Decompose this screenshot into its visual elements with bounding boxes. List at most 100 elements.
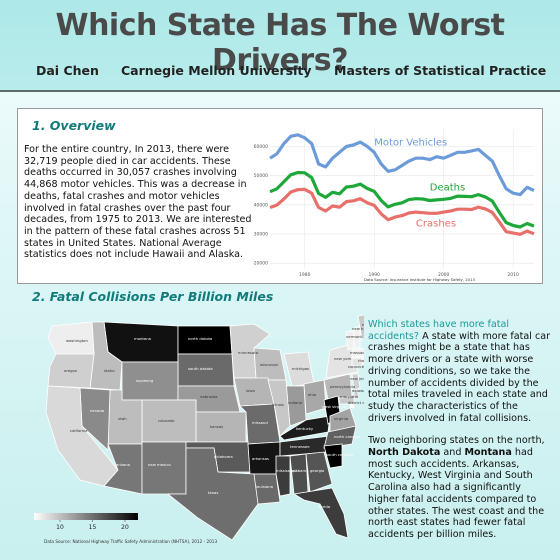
series-label: Motor Vehicles — [374, 138, 447, 149]
paragraph-2-and: and — [440, 447, 465, 459]
state-label: wyoming — [136, 378, 154, 383]
state-label: new jersey — [350, 376, 364, 381]
state-label: california — [70, 428, 87, 433]
question-text: Which states have more fatal accidents? — [368, 319, 510, 342]
series-line-motor-vehicles — [269, 133, 535, 197]
state-georgia — [305, 451, 333, 493]
paragraph-2-start: Two neighboring states on the north, — [368, 435, 545, 447]
header: Which State Has The Worst Drivers? Dai C… — [0, 0, 560, 92]
state-label: connecticut — [348, 364, 364, 369]
series-label: Crashes — [416, 219, 456, 230]
state-label: delaware — [352, 388, 364, 393]
plot-area — [270, 129, 534, 269]
state-shapes — [45, 314, 364, 541]
author-name: Dai Chen — [36, 63, 99, 78]
y-tick-label: 20000 — [254, 261, 268, 267]
state-label: indiana — [288, 400, 302, 405]
state-label: vermont — [346, 334, 363, 339]
state-north-carolina — [323, 425, 357, 449]
map-source: Data Source: National Highway Traffic Sa… — [44, 539, 217, 544]
state-label: georgia — [310, 468, 324, 473]
state-massachusetts — [351, 347, 364, 359]
state-label: wisconsin — [260, 362, 279, 367]
state-new-hampshire — [353, 325, 361, 349]
state-maine — [357, 314, 364, 341]
legend-tick-label: 20 — [121, 524, 129, 531]
state-label: rhode island — [358, 358, 364, 363]
state-label: nevada — [90, 408, 104, 413]
state-new-york — [325, 343, 359, 379]
state-new-mexico — [141, 441, 187, 495]
trend-line-chart: 20000 30000 40000 50000 60000 1980 1990 2000 201… — [254, 129, 535, 282]
state-label: colorado — [158, 418, 175, 423]
legend-tick-label: 15 — [89, 524, 97, 531]
montana-bold: Montana — [464, 447, 512, 459]
legend-color-bar — [34, 513, 138, 520]
state-district-of-columbia — [349, 403, 355, 409]
overview-text: For the entire country, In 2013, there w… — [24, 144, 252, 261]
state-label: alabama — [292, 468, 308, 473]
author-line: Dai Chen Carnegie Mellon University Mast… — [0, 63, 560, 81]
state-label: massachusetts — [350, 350, 364, 355]
state-label: south carolina — [326, 452, 353, 457]
series-label: Deaths — [430, 182, 465, 193]
state-label: florida — [318, 504, 330, 509]
state-label: new mexico — [148, 462, 171, 467]
chart-source: Data Source: Insurance Institute for Hig… — [364, 277, 475, 282]
state-arizona — [103, 443, 143, 495]
state-label: pennsylvania — [330, 384, 355, 389]
state-label: minnesota — [238, 350, 258, 355]
paragraph-2: Two neighboring states on the north, Nor… — [368, 435, 552, 540]
state-label: illinois — [272, 402, 284, 407]
state-illinois — [267, 379, 291, 437]
state-label: missouri — [252, 420, 268, 425]
state-label: district of columbia — [348, 400, 364, 405]
state-label: louisiana — [256, 484, 273, 489]
state-label: arizona — [116, 462, 130, 467]
state-labels: montana north dakota minnesota wisconsin sou… — [64, 322, 364, 509]
state-label: texas — [208, 490, 218, 495]
state-label: tennessee — [290, 444, 310, 449]
state-label: iowa — [246, 388, 255, 393]
state-label: washington — [66, 338, 88, 343]
state-label: utah — [118, 416, 127, 421]
poster-title: Which State Has The Worst Drivers? — [55, 8, 505, 78]
y-tick-label: 40000 — [254, 202, 268, 208]
state-south-carolina — [323, 443, 343, 469]
state-mississippi — [275, 455, 291, 497]
state-label: oklahoma — [214, 454, 233, 459]
state-label: new york — [334, 356, 352, 361]
x-tick-label: 2000 — [438, 272, 450, 278]
state-label: virginia — [334, 416, 348, 421]
legend-ticks: 10 15 20 — [56, 520, 129, 531]
state-kentucky — [279, 415, 331, 441]
x-tick-label: 1980 — [299, 272, 311, 278]
north-dakota-bold: North Dakota — [368, 447, 441, 459]
state-label: michigan — [292, 366, 310, 371]
state-label: mississippi — [276, 468, 297, 473]
state-label: north carolina — [334, 434, 360, 439]
overview-heading: 1. Overview — [32, 118, 116, 133]
state-label: montana — [134, 336, 151, 341]
state-label: south dakota — [188, 366, 213, 371]
fatal-description: Which states have more fatal accidents? … — [368, 319, 552, 552]
state-label: kentucky — [296, 426, 314, 431]
state-montana — [103, 321, 179, 363]
series-line-crashes — [269, 187, 535, 236]
state-florida — [292, 487, 349, 539]
overview-panel: 1. Overview For the entire country, In 2… — [17, 108, 543, 284]
us-choropleth-map: montana north dakota minnesota wisconsin sou… — [34, 314, 364, 544]
paragraph-1: Which states have more fatal accidents? … — [368, 319, 552, 424]
state-label: oregon — [64, 368, 78, 373]
state-label: idaho — [104, 368, 115, 373]
state-label: nebraska — [200, 394, 217, 399]
state-label: north dakota — [188, 336, 212, 341]
state-label: maryland — [340, 394, 359, 399]
y-tick-label: 60000 — [254, 144, 268, 150]
state-pennsylvania — [323, 373, 353, 401]
state-texas — [166, 447, 259, 541]
state-label: ohio — [308, 392, 317, 397]
paragraph-2-end: had most such accidents. Arkansas, Kentu… — [368, 447, 545, 540]
state-label: west virginia — [322, 404, 346, 409]
state-connecticut — [351, 357, 363, 367]
